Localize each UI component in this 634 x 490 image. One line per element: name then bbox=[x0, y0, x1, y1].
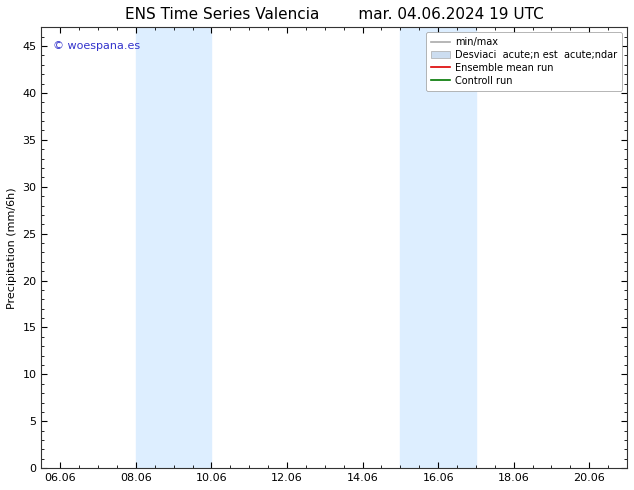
Bar bbox=[401, 27, 476, 468]
Y-axis label: Precipitation (mm/6h): Precipitation (mm/6h) bbox=[7, 187, 17, 309]
Title: ENS Time Series Valencia        mar. 04.06.2024 19 UTC: ENS Time Series Valencia mar. 04.06.2024… bbox=[125, 7, 543, 22]
Text: © woespana.es: © woespana.es bbox=[53, 41, 140, 50]
Legend: min/max, Desviaci  acute;n est  acute;ndar, Ensemble mean run, Controll run: min/max, Desviaci acute;n est acute;ndar… bbox=[426, 32, 622, 91]
Bar bbox=[136, 27, 212, 468]
